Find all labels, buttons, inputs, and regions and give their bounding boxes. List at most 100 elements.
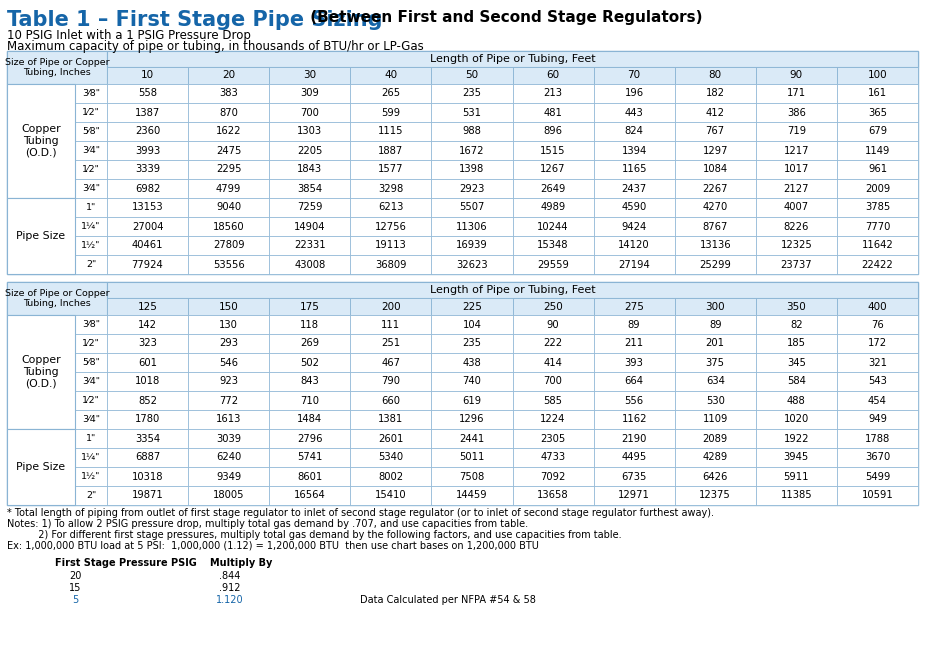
- Text: 196: 196: [624, 88, 644, 98]
- Text: 412: 412: [706, 108, 725, 118]
- Text: 438: 438: [462, 358, 481, 368]
- Text: Size of Pipe or Copper
Tubing, Inches: Size of Pipe or Copper Tubing, Inches: [5, 58, 109, 77]
- Bar: [837, 67, 918, 84]
- Bar: [756, 217, 837, 236]
- Bar: [837, 334, 918, 353]
- Bar: [188, 103, 269, 122]
- Bar: [431, 467, 512, 486]
- Text: 175: 175: [300, 301, 320, 311]
- Bar: [269, 160, 351, 179]
- Bar: [674, 103, 756, 122]
- Text: 2267: 2267: [702, 184, 728, 194]
- Text: 29559: 29559: [537, 259, 569, 269]
- Bar: [351, 122, 431, 141]
- Bar: [75, 372, 107, 391]
- Bar: [674, 217, 756, 236]
- Text: 225: 225: [462, 301, 482, 311]
- Text: 8767: 8767: [703, 221, 728, 231]
- Bar: [431, 160, 512, 179]
- Text: 383: 383: [219, 88, 238, 98]
- Text: 211: 211: [624, 338, 644, 348]
- Text: 350: 350: [786, 301, 807, 311]
- Bar: [674, 179, 756, 198]
- Bar: [512, 486, 594, 505]
- Text: 824: 824: [624, 126, 644, 136]
- Text: 467: 467: [381, 358, 401, 368]
- Text: 8601: 8601: [297, 471, 323, 481]
- Bar: [674, 160, 756, 179]
- Bar: [756, 67, 837, 84]
- Text: 300: 300: [706, 301, 725, 311]
- Text: 4007: 4007: [783, 203, 808, 213]
- Bar: [512, 198, 594, 217]
- Text: Maximum capacity of pipe or tubing, in thousands of BTU/hr or LP-Gas: Maximum capacity of pipe or tubing, in t…: [7, 40, 424, 53]
- Text: 6240: 6240: [216, 452, 241, 462]
- Text: 14120: 14120: [618, 241, 650, 251]
- Bar: [594, 353, 674, 372]
- Text: 558: 558: [138, 88, 157, 98]
- Bar: [107, 51, 918, 67]
- Text: 10244: 10244: [537, 221, 569, 231]
- Bar: [837, 103, 918, 122]
- Text: 988: 988: [462, 126, 481, 136]
- Bar: [512, 448, 594, 467]
- Bar: [188, 429, 269, 448]
- Bar: [837, 236, 918, 255]
- Text: 6213: 6213: [378, 203, 403, 213]
- Text: 1084: 1084: [703, 164, 728, 174]
- Bar: [756, 391, 837, 410]
- Bar: [107, 217, 188, 236]
- Bar: [107, 179, 188, 198]
- Bar: [674, 486, 756, 505]
- Bar: [756, 298, 837, 315]
- Bar: [594, 448, 674, 467]
- Text: 1780: 1780: [135, 414, 160, 424]
- Bar: [107, 315, 188, 334]
- Bar: [75, 198, 107, 217]
- Text: 1¼": 1¼": [81, 222, 101, 231]
- Bar: [512, 103, 594, 122]
- Text: 5⁄8": 5⁄8": [82, 358, 100, 367]
- Text: 7508: 7508: [460, 471, 485, 481]
- Text: 235: 235: [462, 88, 481, 98]
- Text: 4289: 4289: [703, 452, 728, 462]
- Text: 2190: 2190: [622, 434, 647, 444]
- Text: 870: 870: [219, 108, 238, 118]
- Text: 1½": 1½": [81, 472, 101, 481]
- Bar: [75, 486, 107, 505]
- Bar: [837, 448, 918, 467]
- Text: 25299: 25299: [699, 259, 731, 269]
- Bar: [512, 122, 594, 141]
- Text: 201: 201: [706, 338, 725, 348]
- Bar: [7, 198, 75, 274]
- Bar: [594, 217, 674, 236]
- Text: 1843: 1843: [297, 164, 322, 174]
- Bar: [431, 67, 512, 84]
- Bar: [674, 429, 756, 448]
- Text: 719: 719: [787, 126, 806, 136]
- Bar: [512, 217, 594, 236]
- Text: 5499: 5499: [865, 471, 890, 481]
- Text: 1297: 1297: [702, 146, 728, 156]
- Text: 1⁄2": 1⁄2": [82, 108, 100, 117]
- Bar: [7, 51, 918, 274]
- Bar: [351, 198, 431, 217]
- Bar: [674, 255, 756, 274]
- Text: 502: 502: [301, 358, 319, 368]
- Text: 50: 50: [465, 70, 478, 80]
- Text: 843: 843: [301, 376, 319, 386]
- Text: Copper
Tubing
(O.D.): Copper Tubing (O.D.): [21, 355, 61, 388]
- Bar: [594, 67, 674, 84]
- Text: 710: 710: [301, 396, 319, 406]
- Text: 100: 100: [868, 70, 887, 80]
- Bar: [674, 67, 756, 84]
- Text: 111: 111: [381, 319, 401, 329]
- Bar: [674, 84, 756, 103]
- Text: 3354: 3354: [135, 434, 160, 444]
- Text: 2796: 2796: [297, 434, 323, 444]
- Text: 3785: 3785: [865, 203, 890, 213]
- Text: 4495: 4495: [622, 452, 647, 462]
- Text: 1387: 1387: [135, 108, 160, 118]
- Bar: [674, 315, 756, 334]
- Bar: [837, 372, 918, 391]
